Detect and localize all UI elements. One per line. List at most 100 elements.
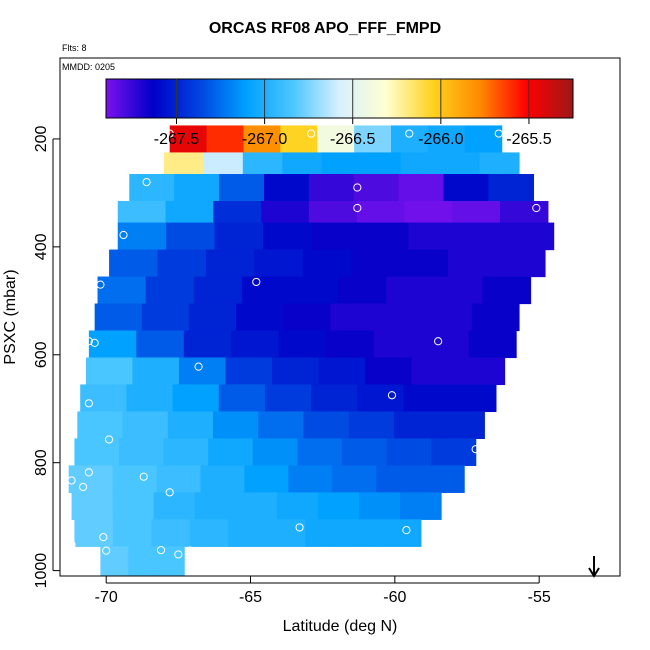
heatmap-cell xyxy=(77,411,124,440)
heatmap-cell xyxy=(172,384,220,413)
sample-point xyxy=(402,526,411,535)
sample-point xyxy=(174,550,183,559)
heatmap-cell xyxy=(243,125,281,154)
heatmap-cell xyxy=(351,249,401,278)
heatmap-cell xyxy=(343,519,383,547)
heatmap-cell xyxy=(194,492,237,520)
sample-point xyxy=(295,523,304,532)
heatmap-cell xyxy=(505,222,555,251)
heatmap-cell xyxy=(359,222,409,251)
heatmap-cell xyxy=(382,519,422,547)
heatmap-cell xyxy=(156,465,202,493)
direction-arrow xyxy=(588,556,600,578)
heatmap-cell xyxy=(464,125,503,154)
heatmap-cell xyxy=(122,411,169,440)
heatmap-cell xyxy=(71,492,114,520)
heatmap-cell xyxy=(166,222,216,251)
heatmap-cell xyxy=(404,200,453,224)
sample-point xyxy=(307,129,316,138)
heatmap-cell xyxy=(88,330,137,359)
x-tick-label: -55 xyxy=(528,589,551,606)
heatmap-cell xyxy=(399,492,442,520)
sample-point xyxy=(555,204,564,214)
heatmap-cell xyxy=(358,492,401,520)
heatmap-cell xyxy=(252,438,298,466)
heatmap-cells xyxy=(68,125,555,576)
sample-point xyxy=(119,230,128,240)
heatmap-cell xyxy=(420,465,465,493)
sample-point xyxy=(252,277,261,287)
heatmap-cell xyxy=(112,465,158,493)
heatmap-cell xyxy=(318,357,366,386)
heatmap-cell xyxy=(157,249,207,278)
heatmap-cell xyxy=(449,384,497,413)
flights-annotation: Flts: 8 xyxy=(62,43,87,53)
heatmap-cell xyxy=(303,411,350,440)
heatmap-cell xyxy=(338,276,387,305)
heatmap-cell xyxy=(241,276,291,305)
heatmap-cell xyxy=(386,276,435,305)
sample-point xyxy=(99,533,108,542)
heatmap-cell xyxy=(228,519,268,547)
heatmap-cell xyxy=(129,174,175,202)
heatmap-cell xyxy=(188,303,237,332)
heatmap-cell xyxy=(141,303,190,332)
colorbar-ticks: -267.5 -267.0 -266.5 -266.0 -265.5 xyxy=(154,79,552,148)
colorbar xyxy=(105,78,574,119)
heatmap-cell xyxy=(117,222,167,251)
heatmap-cell xyxy=(193,276,243,305)
heatmap-cell xyxy=(208,438,254,466)
sample-point xyxy=(78,482,88,492)
heatmap-cell xyxy=(263,222,313,251)
heatmap-cell xyxy=(439,411,485,440)
heatmap-cell xyxy=(163,438,209,466)
heatmap-cell xyxy=(496,249,546,278)
sample-point xyxy=(90,338,99,347)
heatmap-cell xyxy=(68,465,114,493)
heatmap-cell xyxy=(112,492,155,520)
sample-point xyxy=(142,178,151,187)
heatmap-cell xyxy=(386,438,432,466)
sample-point xyxy=(67,540,76,549)
heatmap-cell xyxy=(354,125,392,154)
sample-point xyxy=(96,280,105,289)
heatmap-cell xyxy=(167,411,214,440)
y-tick-label: 600 xyxy=(33,341,50,368)
heatmap-cell xyxy=(212,411,259,440)
heatmap-cell xyxy=(163,152,204,175)
heatmap-cell xyxy=(398,174,445,202)
heatmap-cell xyxy=(308,174,355,202)
heatmap-cell xyxy=(456,222,506,251)
heatmap-cell xyxy=(308,200,358,224)
heatmap-cell xyxy=(263,174,310,202)
heatmap-cell xyxy=(174,174,220,202)
heatmap-cell xyxy=(434,276,484,305)
heatmap-cell xyxy=(305,519,345,547)
heatmap-cell xyxy=(332,465,377,493)
heatmap-cell xyxy=(136,330,185,359)
heatmap-cell xyxy=(458,357,506,386)
heatmap-cell xyxy=(282,152,323,175)
heatmap-cell xyxy=(213,200,262,224)
heatmap-cell xyxy=(261,200,310,224)
heatmap-cell xyxy=(479,152,520,175)
heatmap-cell xyxy=(393,411,440,440)
heatmap-cell xyxy=(225,357,273,386)
heatmap-cell xyxy=(205,249,255,278)
heatmap-cell xyxy=(317,492,360,520)
heatmap-cell xyxy=(126,384,174,413)
sample-point xyxy=(194,362,203,371)
heatmap-cell xyxy=(189,519,229,547)
heatmap-cell xyxy=(156,546,185,576)
heatmap-cell xyxy=(448,249,498,278)
heatmap-cell xyxy=(361,152,402,175)
sample-point xyxy=(139,472,148,481)
heatmap-cell xyxy=(235,492,278,520)
heatmap-cell xyxy=(165,200,214,224)
heatmap-cell xyxy=(348,411,395,440)
heatmap-cell xyxy=(431,438,477,466)
colorbar-tick-label: -265.5 xyxy=(506,131,551,148)
y-tick-label: 1000 xyxy=(33,553,50,589)
heatmap-cell xyxy=(74,438,120,466)
